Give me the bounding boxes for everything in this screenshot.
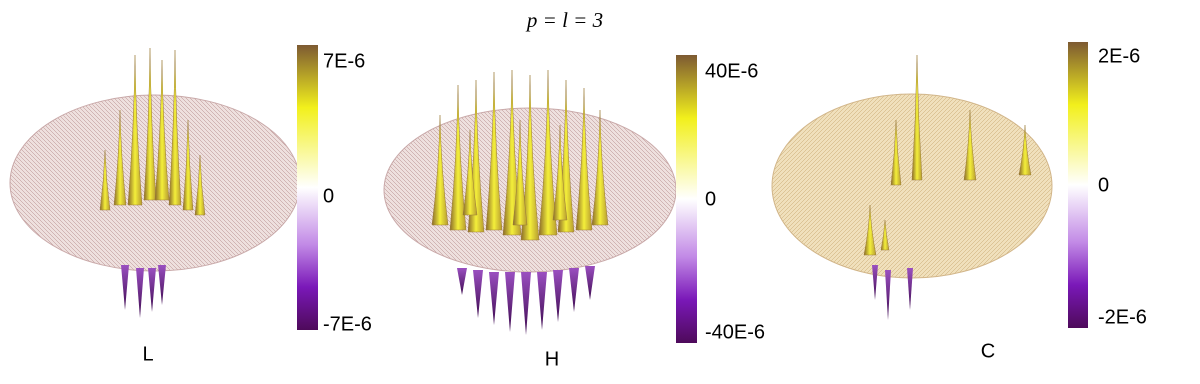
figure-title: p = l = 3 — [525, 8, 603, 32]
surface-peak — [911, 54, 923, 181]
colorbar-tick-label: -40E-6 — [705, 321, 765, 343]
colorbar-tick-label: -7E-6 — [323, 313, 372, 335]
surface-trough — [505, 272, 515, 332]
colorbar-tick-label: 7E-6 — [323, 50, 365, 72]
surface-trough — [121, 265, 129, 310]
surface-peak — [127, 54, 143, 206]
surface-trough — [585, 266, 595, 300]
surface-peak — [575, 87, 593, 231]
panel-label: C — [981, 340, 995, 362]
colorbar — [297, 45, 318, 330]
surfaces — [9, 47, 1053, 335]
surface-trough — [136, 268, 144, 318]
colorbar-tick-label: 0 — [323, 185, 334, 207]
colorbar — [1068, 42, 1088, 328]
surface-peak — [520, 74, 540, 241]
surface-peak — [538, 69, 558, 236]
surface-trough — [885, 270, 891, 320]
surface-trough — [537, 272, 547, 330]
surface-peak — [143, 47, 157, 201]
surface-trough — [521, 272, 531, 335]
colorbar-tick-label: 40E-6 — [705, 60, 758, 82]
colorbar-tick-label: 0 — [705, 188, 716, 210]
surface-trough — [489, 272, 499, 325]
surface-peak — [512, 119, 528, 226]
panel-label: H — [545, 348, 559, 370]
surface-peak — [99, 149, 111, 211]
surface-peak — [113, 109, 127, 206]
surface-peak — [552, 124, 568, 221]
colorbar-tick-label: -2E-6 — [1098, 306, 1147, 328]
panel-label: L — [142, 343, 153, 365]
surface-peak — [591, 109, 609, 226]
surface-peak — [890, 119, 902, 186]
surface-peak — [880, 219, 890, 251]
surface-trough — [907, 268, 913, 310]
surface-peak — [168, 49, 182, 206]
surface-trough — [569, 268, 579, 312]
surface-trough — [457, 268, 467, 295]
surface-trough — [158, 265, 166, 305]
surface-disk — [771, 93, 1053, 279]
colorbar — [676, 55, 697, 343]
surface-peak — [1018, 124, 1032, 176]
surface-peak — [194, 154, 206, 216]
surface-trough — [872, 265, 878, 300]
colorbar-tick-label: 0 — [1098, 174, 1109, 196]
surface-peak — [485, 71, 503, 231]
surface-peak — [431, 114, 449, 226]
surface-trough — [148, 268, 156, 312]
surface-peak — [462, 129, 478, 216]
surface-trough — [473, 270, 483, 318]
surface-peak — [154, 59, 170, 201]
surface-peak — [963, 109, 977, 181]
surface-peak — [449, 84, 467, 231]
surface-trough — [553, 270, 563, 322]
surface-peak — [182, 119, 194, 211]
surface-peak — [863, 204, 877, 256]
colorbar-tick-label: 2E-6 — [1098, 45, 1140, 67]
